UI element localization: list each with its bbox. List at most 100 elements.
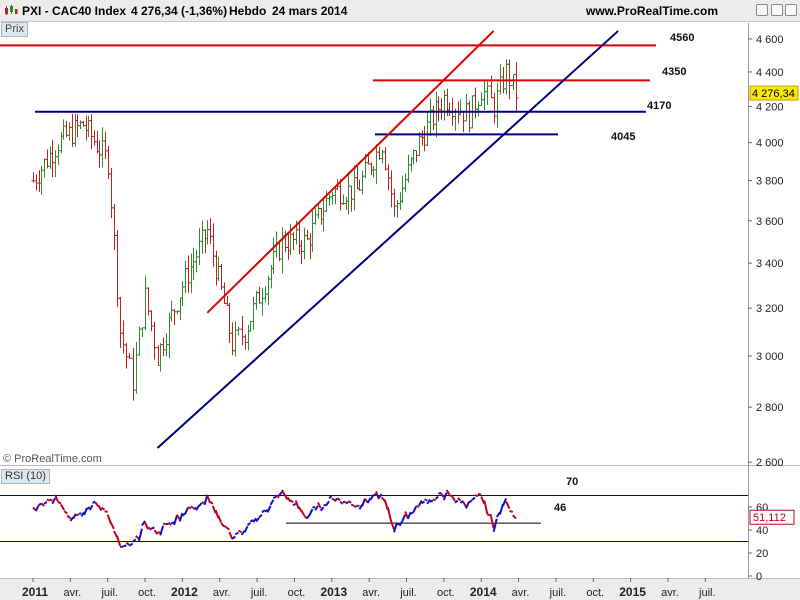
rsi-segment xyxy=(243,525,249,533)
time-tick-label: 2013 xyxy=(320,585,347,599)
time-tick-label: oct. xyxy=(138,587,156,599)
rsi-segment xyxy=(80,511,86,517)
rsi-segment xyxy=(181,512,186,517)
close-button[interactable] xyxy=(785,4,797,16)
maximize-button[interactable] xyxy=(771,4,783,16)
rsi-segment xyxy=(398,520,404,527)
rsi-segment xyxy=(483,500,489,515)
rsi-segment xyxy=(217,515,223,523)
rsi-segment xyxy=(457,497,462,502)
time-tick-label: avr. xyxy=(63,587,81,599)
rsi-segment xyxy=(192,506,197,511)
rsi-segment xyxy=(63,510,68,515)
rsi-segment xyxy=(308,508,314,516)
rsi-segment xyxy=(350,503,355,507)
rsi-segment xyxy=(401,514,407,522)
horizontal-level-label: 4170 xyxy=(647,100,671,112)
rsi-segment xyxy=(471,496,476,501)
rsi-segment xyxy=(266,505,272,513)
rsi-segment xyxy=(369,494,375,501)
rsi-segment xyxy=(171,521,175,525)
ohlc-bar xyxy=(514,62,519,113)
rsi-segment xyxy=(465,501,470,509)
rsi-value-label: 51,112 xyxy=(753,512,786,524)
time-tick-label: juil. xyxy=(399,587,417,599)
rsi-segment xyxy=(135,535,140,540)
rsi-segment xyxy=(46,498,50,502)
rsi-level-label: 70 xyxy=(566,476,578,488)
rsi-segment xyxy=(131,538,137,543)
site-url[interactable]: www.ProRealTime.com xyxy=(586,4,719,18)
rsi-segment xyxy=(159,525,164,536)
price-y-tick-label: 3 400 xyxy=(756,258,784,270)
rsi-segment xyxy=(86,506,91,510)
rsi-segment xyxy=(100,506,106,511)
rsi-segment xyxy=(426,498,431,505)
time-tick-label: 2011 xyxy=(22,585,48,599)
rsi-segment xyxy=(167,521,172,526)
rsi-segment xyxy=(116,535,122,547)
price-y-tick-label: 4 400 xyxy=(756,67,784,79)
instrument-quote: 4 276,34 (-1,36%) xyxy=(131,4,228,18)
rsi-segment xyxy=(459,499,464,504)
rsi-segment xyxy=(434,495,439,500)
rsi-segment xyxy=(226,526,231,531)
rsi-segment xyxy=(261,509,266,514)
rsi-segment xyxy=(410,511,414,515)
rsi-segment xyxy=(319,506,325,512)
rsi-segment xyxy=(54,494,59,502)
rsi-segment xyxy=(176,514,181,520)
rsi-segment xyxy=(88,504,94,511)
ohlc-bar xyxy=(127,352,132,359)
rsi-segment xyxy=(415,505,420,508)
rsi-segment xyxy=(255,517,260,523)
time-tick-label: 2012 xyxy=(171,585,198,599)
rsi-segment xyxy=(317,502,322,509)
rsi-segment xyxy=(178,512,184,522)
rsi-segment xyxy=(375,491,380,500)
rsi-segment xyxy=(451,495,456,502)
ohlc-bar xyxy=(152,321,157,360)
ohlc-bar xyxy=(236,326,241,336)
rsi-segment xyxy=(468,499,473,504)
rsi-segment xyxy=(474,494,479,497)
minimize-button[interactable] xyxy=(756,4,768,16)
rsi-segment xyxy=(92,500,96,504)
rsi-segment xyxy=(432,498,436,502)
rsi-segment xyxy=(300,510,305,516)
time-tick-label: 2015 xyxy=(619,585,646,599)
price-y-tick-label: 3 800 xyxy=(756,176,784,188)
rsi-segment xyxy=(345,501,349,505)
rsi-segment xyxy=(231,535,236,540)
rsi-segment xyxy=(462,501,467,508)
rsi-segment xyxy=(252,517,257,523)
rsi-segment xyxy=(51,497,57,505)
rsi-segment xyxy=(211,505,217,514)
price-y-tick-label: 3 200 xyxy=(756,303,784,315)
price-y-tick-label: 3 600 xyxy=(756,216,784,228)
rsi-segment xyxy=(449,494,453,497)
rsi-segment xyxy=(228,531,234,540)
rsi-y-tick-label: 40 xyxy=(756,525,768,537)
rsi-segment xyxy=(325,500,330,506)
rsi-segment xyxy=(141,520,146,527)
rsi-segment xyxy=(57,500,62,505)
time-tick-label: avr. xyxy=(362,587,380,599)
rsi-segment xyxy=(157,531,161,534)
rsi-segment xyxy=(109,522,115,530)
rsi-segment xyxy=(418,500,423,507)
rsi-segment xyxy=(445,489,451,495)
rsi-segment xyxy=(184,507,189,515)
rsi-segment xyxy=(147,526,152,531)
rsi-segment xyxy=(393,522,398,533)
rsi-segment xyxy=(125,541,131,546)
rsi-segment xyxy=(386,506,392,521)
price-y-tick-label: 4 200 xyxy=(756,101,784,113)
rsi-segment xyxy=(314,505,319,511)
rsi-segment xyxy=(406,511,412,520)
instrument-title: PXI - CAC40 Index xyxy=(22,4,127,18)
rsi-segment xyxy=(454,499,459,504)
time-tick-label: juil. xyxy=(100,587,118,599)
chart-date: 24 mars 2014 xyxy=(272,4,348,18)
